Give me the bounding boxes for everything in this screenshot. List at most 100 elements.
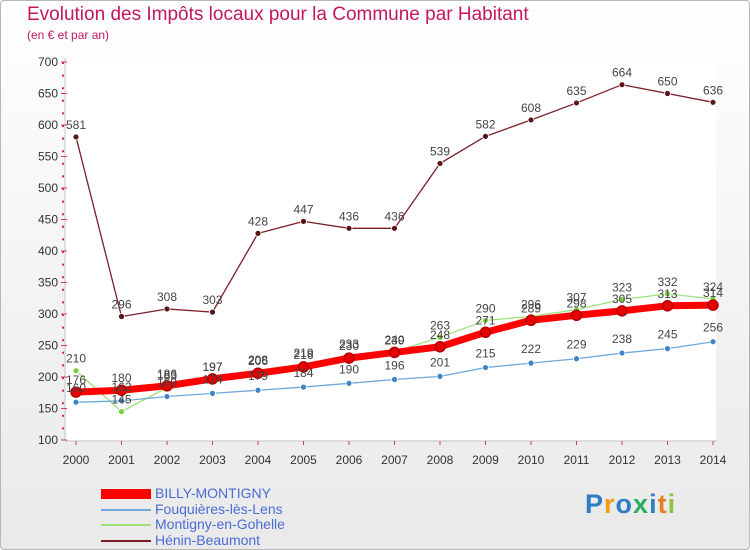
data-label-fouquieres-les-lens: 184 <box>293 366 313 380</box>
data-label-billy-montigny: 239 <box>384 333 404 347</box>
data-label-fouquieres-les-lens: 245 <box>657 328 677 342</box>
data-label-henin-beaumont: 539 <box>430 144 450 158</box>
data-label-montigny-en-gohelle: 296 <box>521 298 541 312</box>
data-point-fouquieres-les-lens <box>254 386 262 394</box>
data-label-montigny-en-gohelle: 263 <box>430 318 450 332</box>
x-tick-label: 2001 <box>108 453 135 467</box>
data-label-henin-beaumont: 447 <box>293 202 313 216</box>
data-label-montigny-en-gohelle: 183 <box>157 369 177 383</box>
data-point-henin-beaumont <box>436 160 444 167</box>
data-point-fouquieres-les-lens <box>527 359 535 367</box>
data-label-montigny-en-gohelle: 323 <box>612 281 632 295</box>
data-label-fouquieres-les-lens: 215 <box>475 347 495 361</box>
legend-label: BILLY-MONTIGNY <box>155 485 271 501</box>
data-label-fouquieres-les-lens: 229 <box>566 338 586 352</box>
data-point-fouquieres-les-lens <box>709 338 717 346</box>
x-tick-label: 2004 <box>245 453 272 467</box>
x-tick-label: 2007 <box>381 453 408 467</box>
data-label-billy-montigny: 176 <box>66 373 86 387</box>
data-label-henin-beaumont: 664 <box>612 66 632 80</box>
y-tick-label: 250 <box>38 339 58 353</box>
data-label-fouquieres-les-lens: 196 <box>384 359 404 373</box>
legend-label: Hénin-Beaumont <box>155 531 261 548</box>
data-label-montigny-en-gohelle: 307 <box>566 291 586 305</box>
data-label-billy-montigny: 197 <box>202 360 222 374</box>
data-point-henin-beaumont <box>664 90 671 97</box>
data-point-fouquieres-les-lens <box>664 345 671 353</box>
data-point-billy-montigny <box>434 341 446 353</box>
x-tick-label: 2014 <box>700 453 727 467</box>
x-tick-label: 2008 <box>427 453 454 467</box>
legend-swatch-montigny <box>101 524 151 526</box>
chart-subtitle: (en € et par an) <box>27 28 110 42</box>
x-tick-label: 2009 <box>472 453 499 467</box>
data-point-billy-montigny <box>616 305 628 317</box>
data-point-montigny-en-gohelle <box>436 333 444 341</box>
data-label-fouquieres-les-lens: 201 <box>430 355 450 369</box>
data-point-montigny-en-gohelle <box>664 290 671 298</box>
data-point-fouquieres-les-lens <box>118 397 125 405</box>
legend-swatch-billy-montigny <box>101 489 151 499</box>
data-label-montigny-en-gohelle: 208 <box>248 353 268 367</box>
data-label-henin-beaumont: 308 <box>157 290 177 304</box>
data-point-henin-beaumont <box>300 217 307 225</box>
x-tick-label: 2012 <box>609 453 636 467</box>
data-point-fouquieres-les-lens <box>573 355 580 363</box>
data-label-billy-montigny: 248 <box>430 328 450 342</box>
data-point-henin-beaumont <box>709 98 717 106</box>
data-label-billy-montigny: 314 <box>703 286 723 300</box>
data-point-montigny-en-gohelle <box>482 316 489 324</box>
x-tick-label: 2006 <box>336 453 363 467</box>
data-point-fouquieres-les-lens <box>618 349 626 357</box>
data-point-henin-beaumont <box>163 305 171 313</box>
y-tick-label: 450 <box>38 213 58 227</box>
data-point-billy-montigny <box>570 309 583 322</box>
x-tick-label: 2005 <box>290 453 317 467</box>
data-label-henin-beaumont: 582 <box>475 117 495 131</box>
data-point-billy-montigny <box>707 299 719 311</box>
data-point-fouquieres-les-lens <box>391 376 398 383</box>
data-point-billy-montigny <box>525 314 537 327</box>
data-label-henin-beaumont: 428 <box>248 214 268 228</box>
data-label-montigny-en-gohelle: 197 <box>202 360 222 374</box>
y-tick-label: 200 <box>38 370 58 384</box>
data-label-billy-montigny: 180 <box>111 371 131 385</box>
chart-title: Evolution des Impôts locaux pour la Comm… <box>27 4 529 25</box>
data-point-henin-beaumont <box>118 313 125 320</box>
data-label-fouquieres-les-lens: 256 <box>703 321 723 335</box>
legend-label: Montigny-en-Gohelle <box>155 516 285 532</box>
data-point-fouquieres-les-lens <box>163 393 171 400</box>
data-point-fouquieres-les-lens <box>300 383 307 391</box>
data-point-billy-montigny <box>206 373 219 385</box>
plot-area <box>66 62 716 440</box>
data-point-fouquieres-les-lens <box>72 398 80 406</box>
legend-swatch-fouquieres <box>101 508 151 511</box>
data-label-billy-montigny: 305 <box>612 292 632 306</box>
data-label-fouquieres-les-lens: 169 <box>157 376 177 390</box>
legend-label: Fouquières-lès-Lens <box>155 500 283 517</box>
y-tick-label: 700 <box>38 55 58 69</box>
y-tick-label: 350 <box>38 276 58 290</box>
data-point-montigny-en-gohelle <box>72 367 80 375</box>
data-label-fouquieres-les-lens: 162 <box>111 380 131 394</box>
data-label-henin-beaumont: 650 <box>657 75 677 89</box>
data-point-henin-beaumont <box>391 224 398 232</box>
data-label-fouquieres-les-lens: 174 <box>202 372 222 386</box>
legend-swatch-henin <box>101 539 151 542</box>
data-label-montigny-en-gohelle: 233 <box>339 337 359 351</box>
data-point-fouquieres-les-lens <box>436 372 444 380</box>
data-point-billy-montigny <box>388 346 401 359</box>
data-point-montigny-en-gohelle <box>618 296 626 303</box>
x-tick-label: 2013 <box>654 453 681 467</box>
data-label-henin-beaumont: 581 <box>66 118 86 132</box>
data-label-fouquieres-les-lens: 160 <box>66 381 86 395</box>
x-tick-label: 2011 <box>564 453 590 467</box>
data-point-henin-beaumont <box>209 308 216 316</box>
data-point-fouquieres-les-lens <box>345 379 353 387</box>
data-point-henin-beaumont <box>527 116 535 124</box>
data-label-billy-montigny: 206 <box>248 354 268 368</box>
data-point-henin-beaumont <box>254 229 262 237</box>
proxiti-logo[interactable]: Proxiti <box>585 489 677 519</box>
